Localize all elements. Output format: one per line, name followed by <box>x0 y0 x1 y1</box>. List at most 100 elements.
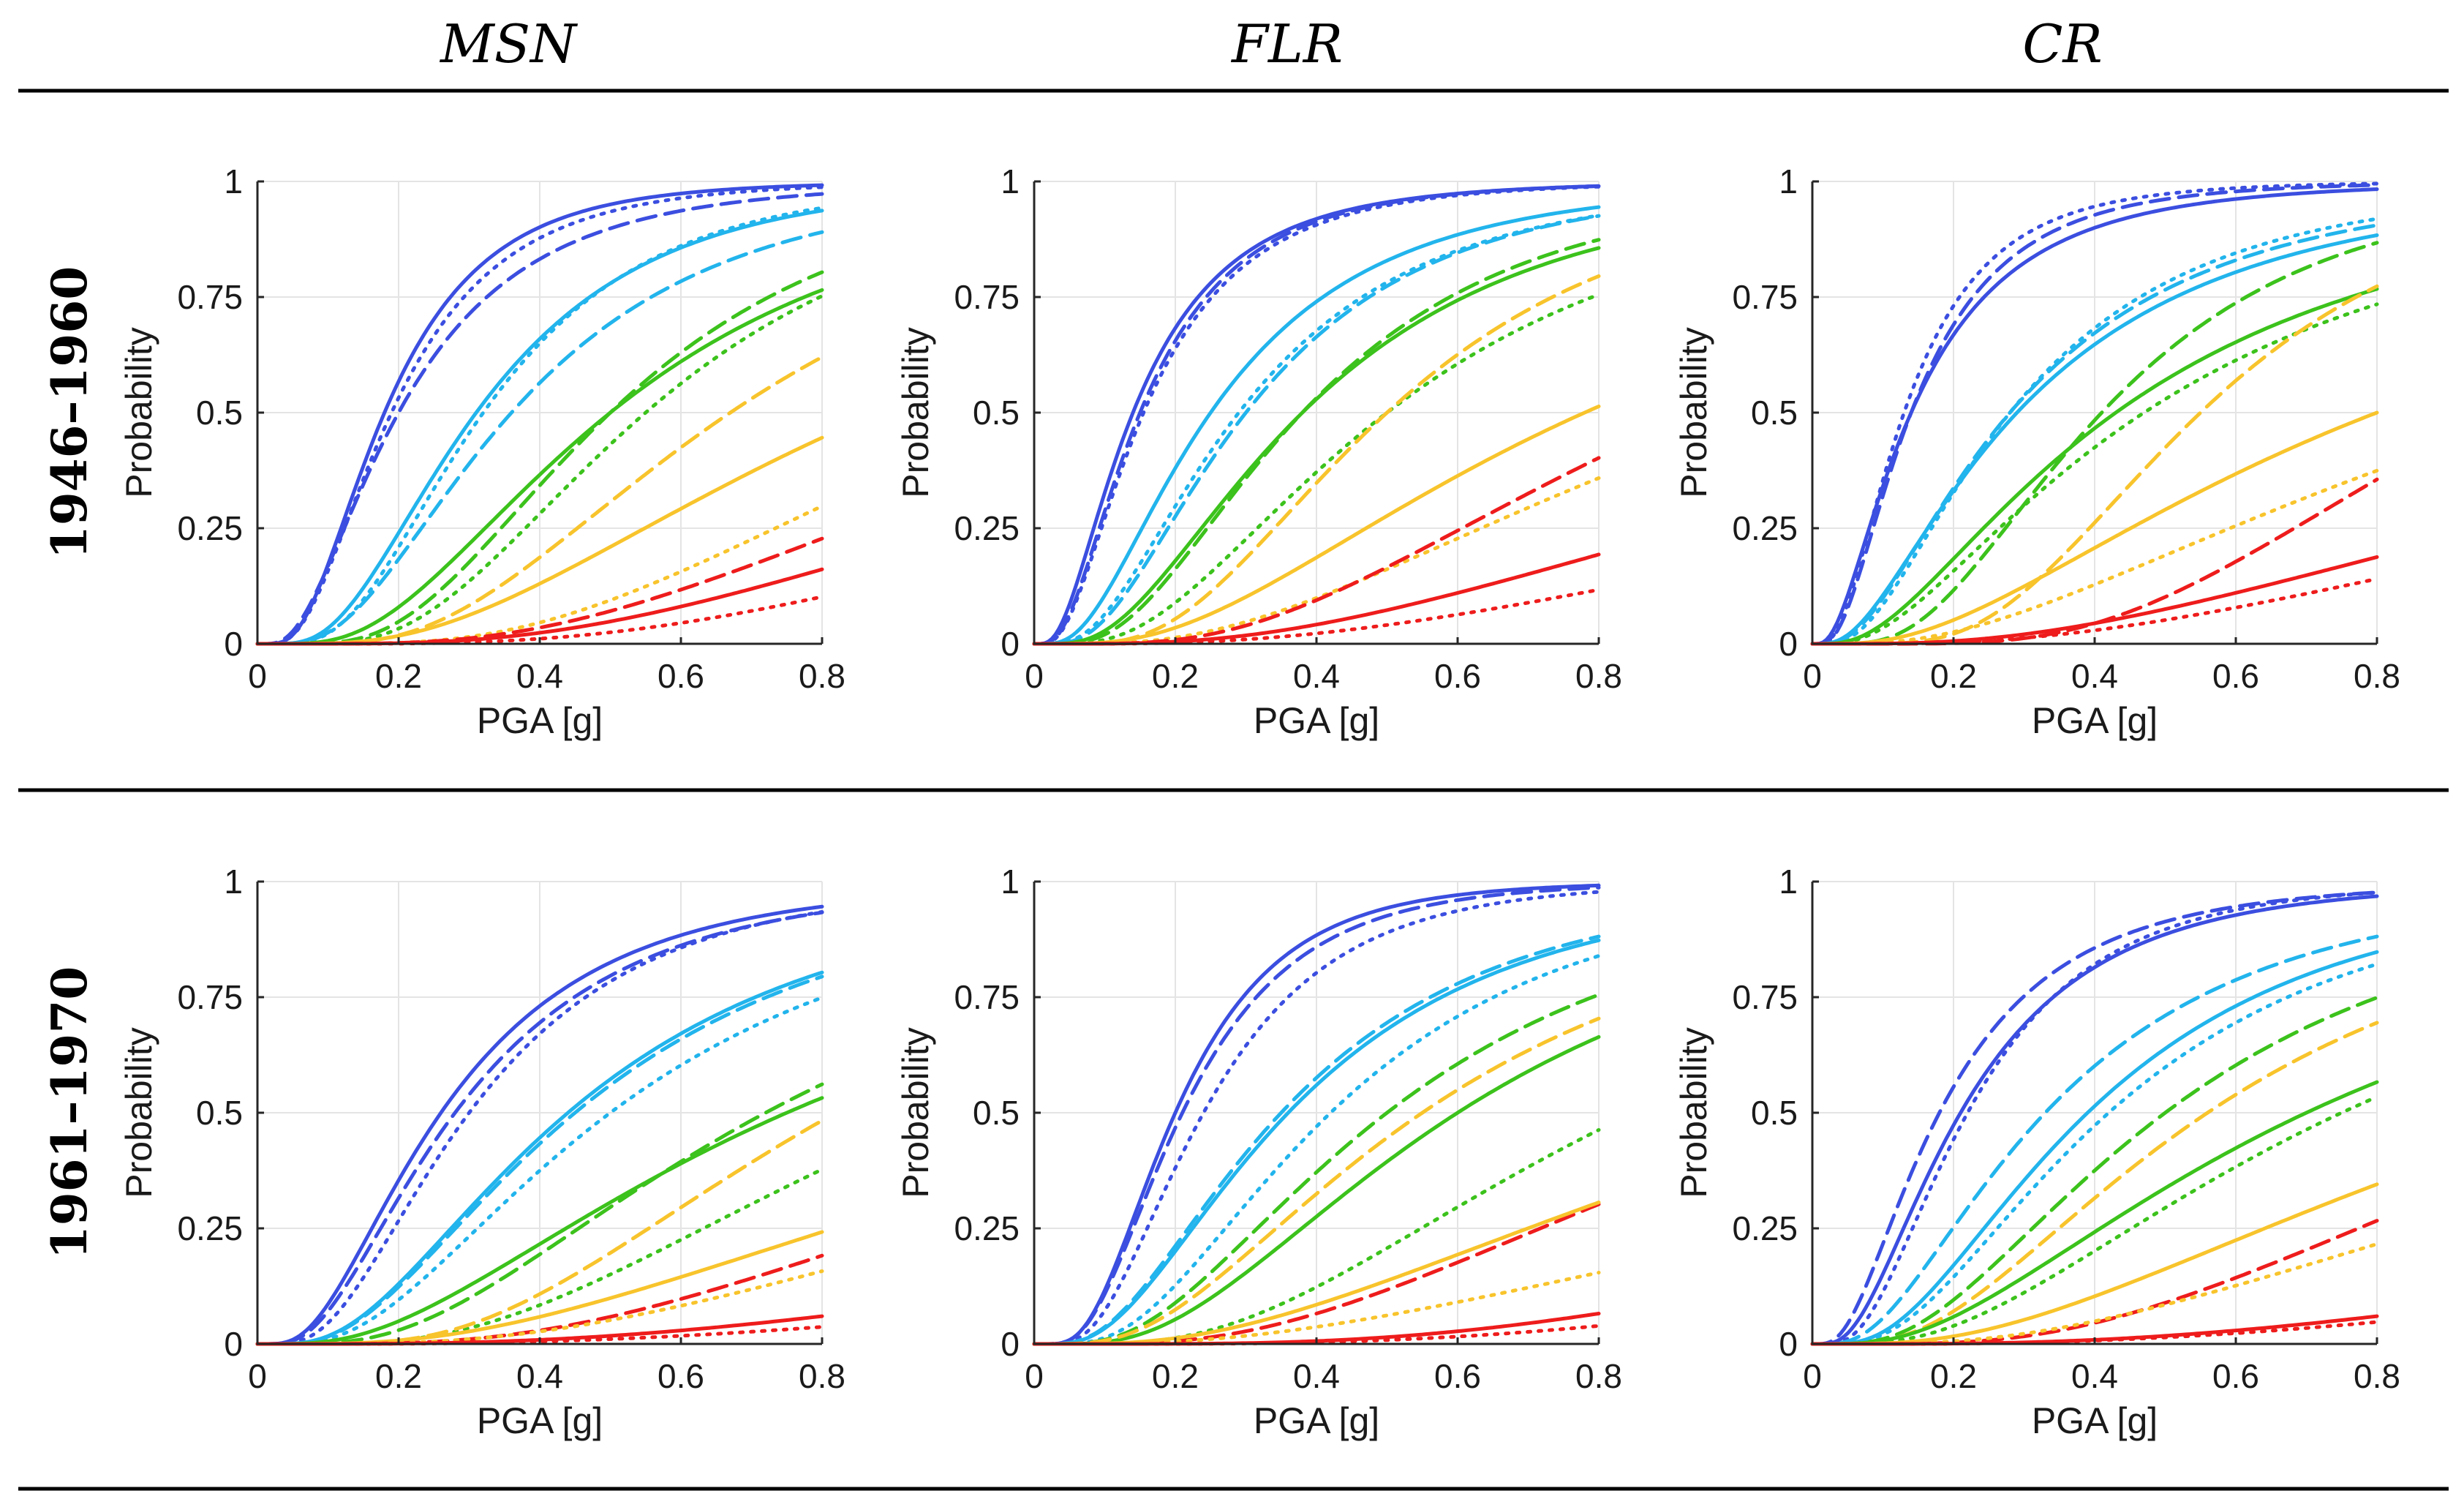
curve-ds3-dashed <box>255 1082 824 1346</box>
curve-ds2-dashed <box>1810 223 2379 646</box>
x-tick-label: 0 <box>248 1357 267 1395</box>
curve-ds4-dotted <box>1810 1242 2379 1346</box>
y-tick-label: 0 <box>1779 625 1798 663</box>
x-tick-label: 0 <box>1803 1357 1822 1395</box>
curve-ds2-dotted <box>1032 954 1601 1346</box>
curve-ds1-dotted <box>1810 890 2379 1346</box>
x-tick-label: 0.4 <box>1293 657 1340 695</box>
x-tick-label: 0.2 <box>375 657 422 695</box>
y-tick-label: 0.75 <box>1732 978 1798 1016</box>
curve-ds4-dotted <box>1810 468 2379 646</box>
y-tick-label: 1 <box>1001 162 1020 200</box>
x-tick-label: 0.8 <box>2354 657 2400 695</box>
x-axis-label: PGA [g] <box>2032 700 2158 741</box>
curve-ds1-dotted <box>255 910 824 1346</box>
y-tick-label: 0.25 <box>177 1209 243 1247</box>
curve-ds3-solid <box>255 1096 824 1346</box>
chart-1946-1960-cr: 0 0.2 0.4 0.6 0.8 0 0.25 0.5 0.75 1 PGA [g] Probabi… <box>1673 162 2400 741</box>
y-tick-label: 0.5 <box>196 1094 243 1132</box>
curve-ds3-solid <box>1032 246 1601 646</box>
x-axis-label: PGA [g] <box>477 700 603 741</box>
x-tick-label: 0 <box>1803 657 1822 695</box>
curve-ds4-solid <box>1032 405 1601 646</box>
chart-1961-1970-msn: 0 0.2 0.4 0.6 0.8 0 0.25 0.5 0.75 1 PGA [g] Probabi… <box>118 863 845 1441</box>
curve-ds1-solid <box>1032 883 1601 1346</box>
curve-ds2-dotted <box>1810 962 2379 1346</box>
x-tick-label: 0.4 <box>1293 1357 1340 1395</box>
chart-1961-1970-flr: 0 0.2 0.4 0.6 0.8 0 0.25 0.5 0.75 1 PGA [g] Probabi… <box>895 863 1622 1441</box>
curve-ds3-solid <box>1032 1034 1601 1346</box>
y-tick-label: 0.25 <box>954 1209 1020 1247</box>
column-title-cr: CR <box>2022 13 2102 75</box>
chart-1946-1960-msn: 0 0.2 0.4 0.6 0.8 0 0.25 0.5 0.75 1 PGA [g] Probabi… <box>118 162 845 741</box>
curve-ds3-solid <box>1810 287 2379 646</box>
curve-ds3-solid <box>1810 1080 2379 1346</box>
x-tick-label: 0.4 <box>2071 1357 2118 1395</box>
chart-1961-1970-cr: 0 0.2 0.4 0.6 0.8 0 0.25 0.5 0.75 1 PGA [g] Probabi… <box>1673 863 2400 1441</box>
curve-ds1-dotted <box>1810 181 2379 646</box>
curve-ds3-dotted <box>1810 302 2379 646</box>
curve-ds2-dashed <box>255 974 824 1346</box>
x-axis-label: PGA [g] <box>1254 1400 1379 1441</box>
row-title-1946-1960: 1946–1960 <box>41 266 98 559</box>
curve-ds4-dashed <box>1032 1016 1601 1346</box>
y-tick-label: 0.75 <box>1732 278 1798 316</box>
y-tick-label: 0.5 <box>973 394 1020 432</box>
x-tick-label: 0.2 <box>1930 1357 1977 1395</box>
chart-panels: 0 0.2 0.4 0.6 0.8 0 0.25 0.5 0.75 1 PGA [g] Probabi… <box>118 162 2400 1441</box>
y-axis-label: Probability <box>895 1027 936 1198</box>
curve-ds4-dotted <box>1032 1271 1601 1346</box>
x-tick-label: 0 <box>1025 657 1044 695</box>
curve-ds2-dashed <box>255 230 824 646</box>
y-tick-label: 0.75 <box>177 978 243 1016</box>
curve-ds3-solid <box>255 288 824 646</box>
curve-ds1-dashed <box>1810 183 2379 646</box>
curve-ds1-dashed <box>255 910 824 1346</box>
curve-ds5-dotted <box>1810 1320 2379 1346</box>
x-tick-label: 0.6 <box>658 1357 704 1395</box>
x-tick-label: 0.8 <box>1575 1357 1622 1395</box>
x-tick-label: 0.8 <box>799 1357 845 1395</box>
curve-ds2-solid <box>255 209 824 646</box>
y-tick-label: 0.25 <box>1732 1209 1798 1247</box>
x-tick-label: 0.6 <box>2212 657 2259 695</box>
y-tick-label: 0 <box>224 625 243 663</box>
curve-ds3-dashed <box>1032 993 1601 1346</box>
y-tick-label: 1 <box>224 863 243 901</box>
x-tick-label: 0.2 <box>1152 1357 1199 1395</box>
y-tick-label: 0.75 <box>954 978 1020 1016</box>
curve-ds1-dashed <box>1032 184 1601 646</box>
x-tick-label: 0.2 <box>1930 657 1977 695</box>
y-tick-label: 0.5 <box>973 1094 1020 1132</box>
x-tick-label: 0.4 <box>516 1357 563 1395</box>
y-tick-label: 1 <box>1779 863 1798 901</box>
y-tick-label: 0.25 <box>177 509 243 547</box>
y-axis-label: Probability <box>1673 327 1714 497</box>
figure-headers: MSN FLR CR 1946–1960 1961–1970 <box>18 13 2449 1491</box>
curve-ds4-dotted <box>255 1269 824 1346</box>
x-tick-label: 0.2 <box>1152 657 1199 695</box>
x-axis-label: PGA [g] <box>2032 1400 2158 1441</box>
curve-ds3-dotted <box>1032 1128 1601 1346</box>
curve-ds4-dotted <box>255 504 824 646</box>
x-tick-label: 0.2 <box>375 1357 422 1395</box>
curve-ds1-solid <box>255 904 824 1346</box>
curve-ds2-solid <box>1810 950 2379 1346</box>
y-tick-label: 1 <box>1779 162 1798 200</box>
y-tick-label: 1 <box>224 162 243 200</box>
y-tick-label: 0.5 <box>1751 394 1798 432</box>
y-tick-label: 0.75 <box>954 278 1020 316</box>
curve-ds3-dashed <box>255 270 824 646</box>
x-tick-label: 0.8 <box>1575 657 1622 695</box>
x-tick-label: 0.6 <box>658 657 704 695</box>
y-axis-label: Probability <box>118 327 159 497</box>
curve-ds2-solid <box>1032 205 1601 646</box>
x-tick-label: 0.6 <box>2212 1357 2259 1395</box>
y-axis-label: Probability <box>118 1027 159 1198</box>
x-tick-label: 0.6 <box>1434 1357 1481 1395</box>
curve-ds2-solid <box>1032 938 1601 1346</box>
curve-ds4-dotted <box>1032 476 1601 646</box>
x-tick-label: 0.4 <box>2071 657 2118 695</box>
column-title-msn: MSN <box>439 13 579 75</box>
